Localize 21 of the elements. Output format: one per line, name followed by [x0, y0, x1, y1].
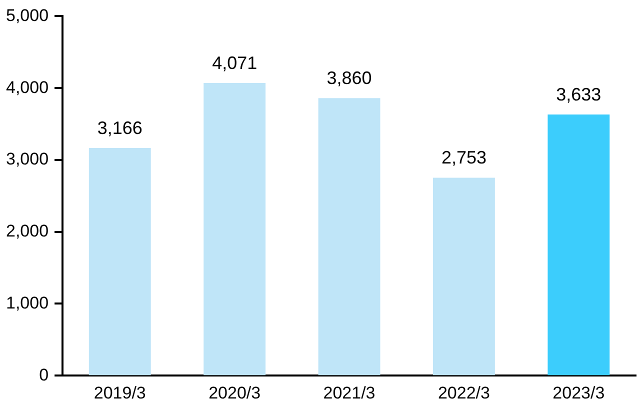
y-tick-label: 2,000: [6, 222, 49, 241]
bar: [204, 82, 266, 376]
x-tick-label: 2019/3: [94, 383, 146, 402]
x-tick-label: 2022/3: [438, 383, 490, 402]
data-label: 2,753: [441, 148, 486, 168]
data-label: 4,071: [212, 52, 258, 73]
x-tick-label: 2021/3: [323, 383, 376, 402]
x-tick-label: 2020/3: [208, 383, 261, 402]
data-label: 3,860: [326, 68, 372, 88]
bar: [432, 178, 495, 376]
y-tick-label: 0: [39, 365, 49, 384]
y-tick-label: 4,000: [6, 78, 49, 97]
y-tick-label: 3,000: [6, 150, 49, 169]
bar: [88, 148, 151, 376]
bar: [548, 114, 610, 376]
data-label: 3,166: [97, 118, 142, 138]
bar: [318, 98, 380, 376]
x-tick-label: 2023/3: [552, 383, 605, 402]
y-tick-label: 1,000: [6, 293, 49, 312]
y-tick-label: 5,000: [6, 6, 49, 25]
data-label: 3,633: [556, 84, 602, 104]
